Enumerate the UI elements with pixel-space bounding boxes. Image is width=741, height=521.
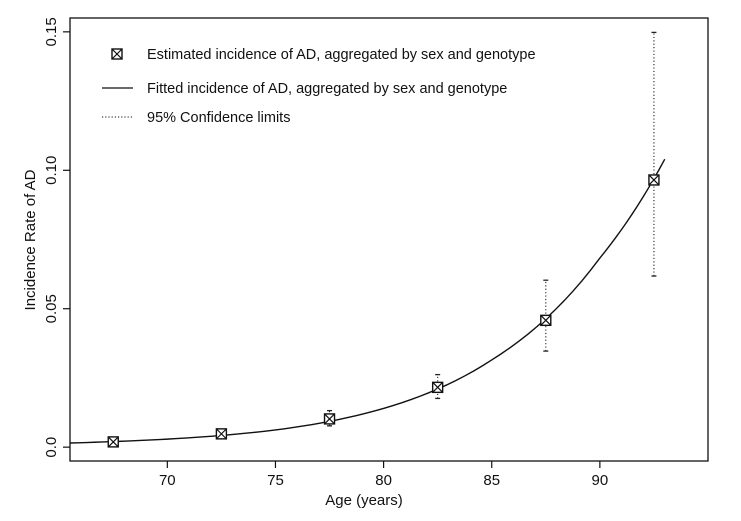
legend-entry: Estimated incidence of AD, aggregated by… <box>111 47 536 63</box>
y-axis-label: Incidence Rate of AD <box>22 169 39 310</box>
x-tick-label: 85 <box>483 472 500 489</box>
estimated-point <box>540 314 552 327</box>
legend-label: 95% Confidence limits <box>147 110 290 126</box>
marker-cross <box>540 314 552 326</box>
y-tick-label: 0.10 <box>43 156 60 185</box>
x-axis-label: Age (years) <box>325 492 403 509</box>
legend-label: Fitted incidence of AD, aggregated by se… <box>147 81 507 97</box>
marker-cross <box>432 381 444 393</box>
estimated-point <box>323 413 336 425</box>
marker-cross <box>648 174 660 186</box>
x-tick-label: 70 <box>159 472 176 489</box>
fitted-curve-layer <box>69 158 666 444</box>
marker-cross <box>324 413 335 425</box>
marker-cross <box>107 436 119 448</box>
legend-entry: Fitted incidence of AD, aggregated by se… <box>102 81 507 97</box>
plot-frame <box>69 17 709 462</box>
marker-cross <box>111 48 123 60</box>
estimated-points-layer <box>107 174 660 448</box>
x-tick-label: 90 <box>592 472 609 489</box>
legend-label: Estimated incidence of AD, aggregated by… <box>147 47 536 63</box>
y-tick-label: 0.05 <box>43 294 60 323</box>
y-tick-label: 0.0 <box>43 437 60 458</box>
x-axis: 70 75 80 85 90 <box>159 461 608 489</box>
marker-cross <box>215 428 227 440</box>
estimated-point <box>215 428 228 440</box>
x-tick-label: 80 <box>375 472 392 489</box>
estimated-point <box>431 381 444 394</box>
x-tick-label: 75 <box>267 472 284 489</box>
y-axis: 0.0 0.05 0.10 0.15 <box>43 17 70 458</box>
legend: Estimated incidence of AD, aggregated by… <box>102 47 536 126</box>
legend-entry: 95% Confidence limits <box>102 110 290 126</box>
estimated-point <box>648 174 660 186</box>
legend-marker-boxed-x <box>111 48 123 60</box>
estimated-point <box>107 436 119 448</box>
fitted-curve <box>69 158 666 444</box>
y-tick-label: 0.15 <box>43 17 60 46</box>
